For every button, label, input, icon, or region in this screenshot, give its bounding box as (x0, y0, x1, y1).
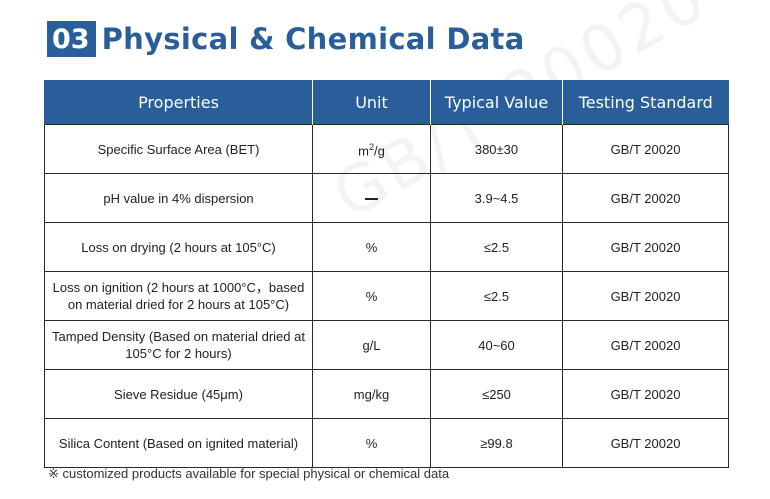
property-line-1: Loss on ignition (2 hours at 1000°C，base… (52, 280, 305, 295)
unit-superscript: 2 (368, 141, 374, 152)
typical-value-cell: 3.9~4.5 (430, 173, 563, 223)
property-line-2: 105°C for 2 hours) (125, 346, 232, 361)
unit-base: m (358, 143, 369, 159)
section-number-badge: 03 (47, 21, 96, 57)
testing-standard-cell: GB/T 20020 (562, 124, 729, 174)
table-row: Loss on ignition (2 hours at 1000°C，base… (44, 271, 729, 321)
unit-cell: % (312, 418, 431, 468)
property-cell: Tamped Density (Based on material dried … (44, 320, 313, 370)
properties-table: Properties Unit Typical Value Testing St… (44, 80, 729, 468)
testing-standard-cell: GB/T 20020 (562, 320, 729, 370)
typical-value-cell: ≤2.5 (430, 271, 563, 321)
property-line-1: Tamped Density (Based on material dried … (52, 329, 305, 344)
typical-value-cell: ≤250 (430, 369, 563, 419)
unit-cell: % (312, 222, 431, 272)
table-row: Loss on drying (2 hours at 105°C) % ≤2.5… (44, 222, 729, 272)
table-header-row: Properties Unit Typical Value Testing St… (44, 80, 729, 125)
column-header-typical-value: Typical Value (430, 80, 563, 125)
unit-cell: g/L (312, 320, 431, 370)
table-row: Specific Surface Area (BET) m2/g 380±30 … (44, 124, 729, 174)
property-cell: Loss on ignition (2 hours at 1000°C，base… (44, 271, 313, 321)
property-cell: Specific Surface Area (BET) (44, 124, 313, 174)
table-row: pH value in 4% dispersion — 3.9~4.5 GB/T… (44, 173, 729, 223)
testing-standard-cell: GB/T 20020 (562, 369, 729, 419)
typical-value-cell: ≥99.8 (430, 418, 563, 468)
property-line-2: on material dried for 2 hours at 105°C) (67, 297, 290, 312)
typical-value-cell: 380±30 (430, 124, 563, 174)
table-row: Sieve Residue (45μm) mg/kg ≤250 GB/T 200… (44, 369, 729, 419)
typical-value-cell: 40~60 (430, 320, 563, 370)
column-header-unit: Unit (312, 80, 431, 125)
table-row: Silica Content (Based on ignited materia… (44, 418, 729, 468)
section-header: 03 Physical & Chemical Data (47, 20, 525, 58)
column-header-properties: Properties (44, 80, 313, 125)
section-title: Physical & Chemical Data (101, 22, 525, 56)
unit-rest: /g (374, 143, 385, 159)
unit-cell: m2/g (312, 124, 431, 174)
testing-standard-cell: GB/T 20020 (562, 173, 729, 223)
table-row: Tamped Density (Based on material dried … (44, 320, 729, 370)
property-cell: pH value in 4% dispersion (44, 173, 313, 223)
testing-standard-cell: GB/T 20020 (562, 222, 729, 272)
property-cell: Silica Content (Based on ignited materia… (44, 418, 313, 468)
column-header-testing-standard: Testing Standard (562, 80, 729, 125)
property-cell: Sieve Residue (45μm) (44, 369, 313, 419)
unit-cell: % (312, 271, 431, 321)
dash-icon (365, 198, 378, 201)
unit-cell: — (312, 173, 431, 223)
property-cell: Loss on drying (2 hours at 105°C) (44, 222, 313, 272)
testing-standard-cell: GB/T 20020 (562, 271, 729, 321)
typical-value-cell: ≤2.5 (430, 222, 563, 272)
unit-cell: mg/kg (312, 369, 431, 419)
footnote: ※ customized products available for spec… (48, 466, 450, 481)
testing-standard-cell: GB/T 20020 (562, 418, 729, 468)
